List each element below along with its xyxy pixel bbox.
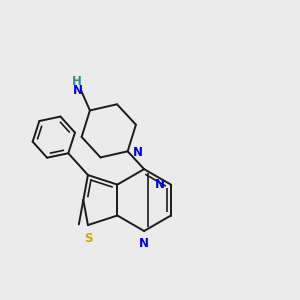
Text: N: N bbox=[73, 84, 83, 97]
Text: H: H bbox=[72, 75, 82, 88]
Text: N: N bbox=[133, 146, 143, 159]
Text: N: N bbox=[139, 238, 149, 250]
Text: S: S bbox=[84, 232, 92, 244]
Text: N: N bbox=[154, 178, 164, 191]
